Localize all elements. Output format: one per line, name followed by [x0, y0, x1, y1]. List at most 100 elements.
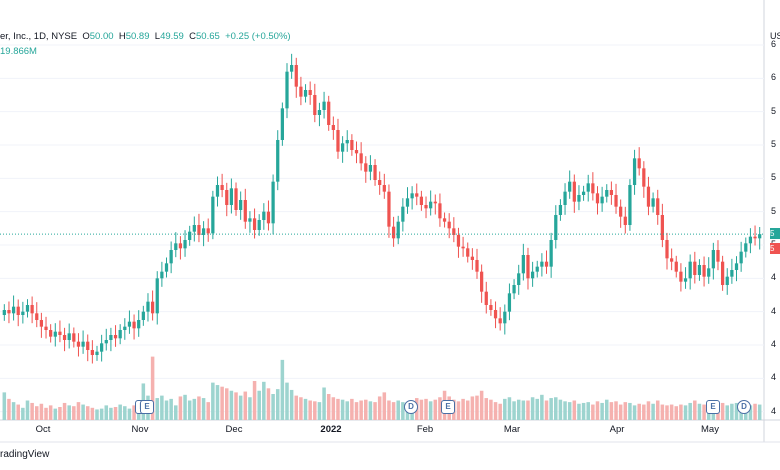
volume-bar [336, 398, 340, 420]
price-tick-label: 5 [771, 105, 777, 116]
volume-bar [326, 394, 331, 420]
volume-bar [697, 403, 702, 420]
candle-body [382, 185, 386, 192]
candle-body [150, 301, 155, 314]
candle-body [294, 65, 298, 87]
volume-bar [489, 399, 493, 420]
volume-bar [243, 391, 248, 420]
time-tick-label: Nov [131, 424, 149, 435]
price-tick-label: 4 [771, 272, 777, 283]
candle-body [322, 101, 326, 110]
candle-body [183, 240, 187, 249]
volume-bar [461, 398, 465, 420]
candle-body [373, 165, 377, 180]
candle-body [419, 196, 424, 205]
volume-bar [2, 392, 7, 420]
time-tick-label: May [701, 424, 719, 435]
volume-bar [215, 385, 220, 420]
candle-body [252, 218, 257, 230]
volume-bar [382, 392, 387, 420]
volume-bar [30, 402, 34, 420]
volume-bar [354, 402, 359, 420]
candle-body [39, 320, 44, 327]
volume-bar [577, 403, 581, 420]
volume-bar [507, 397, 512, 420]
dividend-event-icon[interactable]: D [404, 400, 418, 414]
candle-body [336, 130, 340, 152]
volume-bar [95, 409, 99, 420]
price-tick-label: 5 [771, 139, 777, 149]
candle-body [387, 191, 391, 227]
volume-bar [266, 388, 271, 420]
candle-body [201, 228, 206, 235]
candle-body [280, 108, 284, 140]
volume-bar [623, 402, 628, 420]
candle-body [591, 183, 595, 194]
dividend-event-icon[interactable]: D [737, 400, 751, 414]
earnings-event-icon[interactable]: E [441, 400, 455, 414]
volume-bar [308, 400, 312, 420]
volume-bar [646, 401, 651, 420]
volume-bar [484, 398, 489, 420]
volume-bar [174, 405, 178, 420]
candle-body [554, 215, 558, 240]
candle-body [90, 350, 94, 355]
price-tick-label: 6 [771, 72, 777, 83]
candle-body [364, 163, 368, 172]
candle-body [331, 125, 335, 130]
candle-body [215, 185, 220, 197]
candle-body [378, 180, 382, 185]
candle-body [285, 71, 289, 109]
candle-body [192, 225, 196, 232]
volume-bar [238, 395, 243, 420]
volume-bar [81, 404, 85, 420]
volume-bar [76, 402, 81, 420]
high-label: H [118, 31, 126, 42]
volume-bar [521, 400, 526, 420]
volume-bar [285, 382, 289, 420]
candle-body [257, 220, 261, 230]
volume-bar [428, 401, 433, 420]
low-label: L [154, 31, 161, 42]
volume-bar [655, 400, 660, 420]
volume-bar [540, 394, 544, 420]
candle-body [660, 215, 664, 240]
candle-body [317, 110, 322, 115]
volume-bar [396, 400, 400, 420]
candle-body [461, 246, 465, 249]
volume-bar [674, 406, 679, 420]
volume-bar [280, 359, 285, 420]
candle-body [137, 320, 141, 329]
candle-body [25, 305, 30, 312]
candle-body [174, 243, 178, 250]
volume-bar [572, 400, 577, 420]
candle-body [155, 278, 159, 314]
candle-body [466, 248, 470, 257]
candle-body [345, 140, 349, 144]
candle-body [350, 140, 354, 150]
volume-bar [220, 386, 224, 420]
earnings-event-icon[interactable]: E [140, 400, 154, 414]
candle-body [619, 206, 623, 217]
volume-bar [294, 395, 299, 420]
candle-body [327, 101, 331, 125]
candle-body [271, 181, 275, 224]
volume-bar [183, 394, 187, 420]
candle-body [683, 278, 688, 282]
candle-body [540, 261, 544, 267]
candle-body [480, 271, 484, 292]
candle-body [95, 351, 99, 355]
candle-body [49, 330, 53, 337]
volume-bar [127, 408, 132, 420]
candle-body [656, 198, 660, 215]
brand-label: radingView [0, 449, 50, 460]
candle-body [109, 335, 113, 340]
volume-bar [720, 402, 725, 420]
candle-body [739, 251, 743, 264]
earnings-event-icon[interactable]: E [706, 400, 720, 414]
candle-body [600, 196, 604, 204]
candle-body [67, 333, 71, 340]
candle-body [368, 165, 373, 172]
